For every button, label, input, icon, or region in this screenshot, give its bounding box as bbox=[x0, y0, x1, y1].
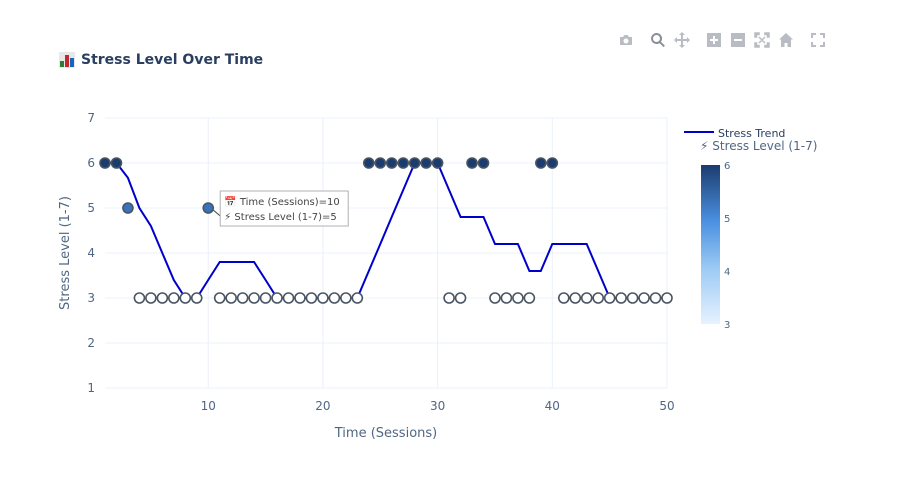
camera-icon[interactable] bbox=[614, 30, 638, 50]
fullscreen-icon[interactable] bbox=[806, 30, 830, 50]
data-point bbox=[408, 157, 421, 169]
data-point bbox=[512, 292, 524, 304]
data-point bbox=[156, 292, 169, 304]
data-point bbox=[374, 157, 387, 169]
y-tick-label: 3 bbox=[87, 291, 95, 305]
y-axis-label: Stress Level (1-7) bbox=[58, 196, 73, 310]
data-point bbox=[649, 292, 662, 304]
data-point bbox=[328, 292, 341, 304]
y-tick-label: 1 bbox=[87, 381, 95, 395]
x-tick-label: 30 bbox=[430, 399, 445, 413]
y-tick-label: 7 bbox=[87, 111, 95, 125]
y-tick-label: 6 bbox=[87, 156, 95, 170]
data-point bbox=[569, 292, 582, 304]
data-point bbox=[317, 292, 329, 304]
data-point bbox=[454, 292, 467, 304]
data-point bbox=[340, 292, 352, 304]
x-tick-label: 40 bbox=[545, 399, 560, 413]
data-point bbox=[202, 202, 215, 214]
data-point bbox=[523, 292, 536, 304]
data-point bbox=[179, 292, 192, 304]
colorbar-tick-label: 3 bbox=[724, 320, 730, 331]
data-point bbox=[305, 292, 318, 304]
y-tick-label: 5 bbox=[87, 201, 95, 215]
data-point bbox=[294, 292, 306, 304]
data-point bbox=[603, 292, 616, 304]
data-point bbox=[190, 292, 203, 304]
data-point bbox=[466, 157, 478, 169]
data-point bbox=[626, 292, 639, 304]
colorbar-title: ⚡ Stress Level (1-7) bbox=[700, 139, 817, 153]
chart-title-text: Stress Level Over Time bbox=[81, 52, 264, 68]
x-axis-label: Time (Sessions) bbox=[334, 426, 437, 441]
bar-chart-icon bbox=[59, 52, 75, 68]
zoom-icon[interactable] bbox=[646, 30, 670, 50]
y-tick-label: 4 bbox=[87, 246, 95, 260]
data-point bbox=[282, 292, 295, 304]
data-point bbox=[580, 292, 593, 304]
data-point bbox=[592, 292, 604, 304]
data-point bbox=[638, 292, 650, 304]
data-point bbox=[362, 157, 375, 169]
colorbar bbox=[701, 165, 720, 324]
data-point bbox=[443, 292, 455, 304]
data-point bbox=[271, 292, 283, 304]
data-point bbox=[431, 157, 444, 169]
chart-title: Stress Level Over Time bbox=[59, 52, 263, 68]
data-point bbox=[225, 292, 237, 304]
data-point bbox=[615, 292, 627, 304]
x-tick-label: 20 bbox=[315, 399, 330, 413]
zoom-in-icon[interactable] bbox=[702, 30, 726, 50]
modebar bbox=[614, 30, 830, 50]
data-point bbox=[236, 292, 249, 304]
data-point bbox=[661, 292, 673, 304]
data-point bbox=[110, 157, 123, 169]
x-tick-label: 10 bbox=[201, 399, 216, 413]
trend-line bbox=[105, 162, 667, 299]
data-point bbox=[351, 292, 364, 304]
legend-trend-label: Stress Trend bbox=[718, 127, 785, 140]
y-tick-label: 2 bbox=[87, 336, 95, 350]
data-point bbox=[420, 157, 432, 169]
data-point bbox=[489, 292, 501, 304]
data-point bbox=[213, 292, 226, 304]
data-point bbox=[535, 157, 547, 169]
data-point bbox=[99, 157, 111, 169]
data-point bbox=[145, 292, 157, 304]
data-point bbox=[122, 202, 134, 214]
data-point bbox=[546, 157, 559, 169]
data-point bbox=[168, 292, 180, 304]
data-point bbox=[397, 157, 410, 169]
tooltip-box bbox=[219, 190, 349, 227]
data-point bbox=[477, 157, 490, 169]
colorbar-tick-label: 5 bbox=[724, 214, 730, 225]
data-point bbox=[248, 292, 260, 304]
tooltip-line-2: ⚡ Stress Level (1-7)=5 bbox=[224, 212, 337, 223]
home-icon[interactable] bbox=[774, 30, 798, 50]
x-tick-label: 50 bbox=[659, 399, 674, 413]
colorbar-tick-label: 6 bbox=[724, 161, 730, 172]
data-point bbox=[259, 292, 272, 304]
tooltip-pointer bbox=[212, 209, 221, 217]
data-point bbox=[557, 292, 570, 304]
zoom-out-icon[interactable] bbox=[726, 30, 750, 50]
data-point bbox=[133, 292, 146, 304]
colorbar-tick-label: 4 bbox=[724, 267, 730, 278]
data-point bbox=[500, 292, 513, 304]
autoscale-icon[interactable] bbox=[750, 30, 774, 50]
pan-icon[interactable] bbox=[670, 30, 694, 50]
data-point bbox=[385, 157, 398, 169]
tooltip-line-1: 📅 Time (Sessions)=10 bbox=[224, 195, 340, 208]
